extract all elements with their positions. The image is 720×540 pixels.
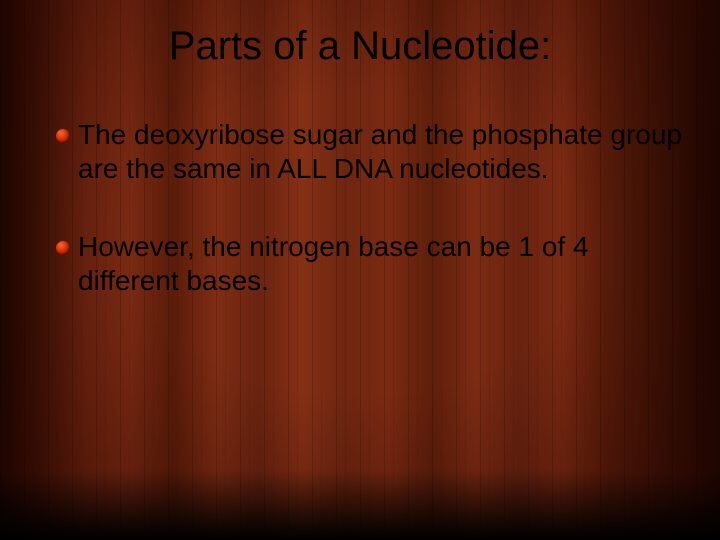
bullet-icon	[56, 129, 70, 143]
slide-body: The deoxyribose sugar and the phosphate …	[56, 118, 684, 343]
list-item: However, the nitrogen base can be 1 of 4…	[56, 230, 684, 298]
slide-title: Parts of a Nucleotide:	[0, 24, 720, 69]
bullet-text: However, the nitrogen base can be 1 of 4…	[78, 230, 684, 298]
list-item: The deoxyribose sugar and the phosphate …	[56, 118, 684, 186]
bullet-icon	[56, 241, 70, 255]
slide: Parts of a Nucleotide: The deoxyribose s…	[0, 0, 720, 540]
bullet-text: The deoxyribose sugar and the phosphate …	[78, 118, 684, 186]
